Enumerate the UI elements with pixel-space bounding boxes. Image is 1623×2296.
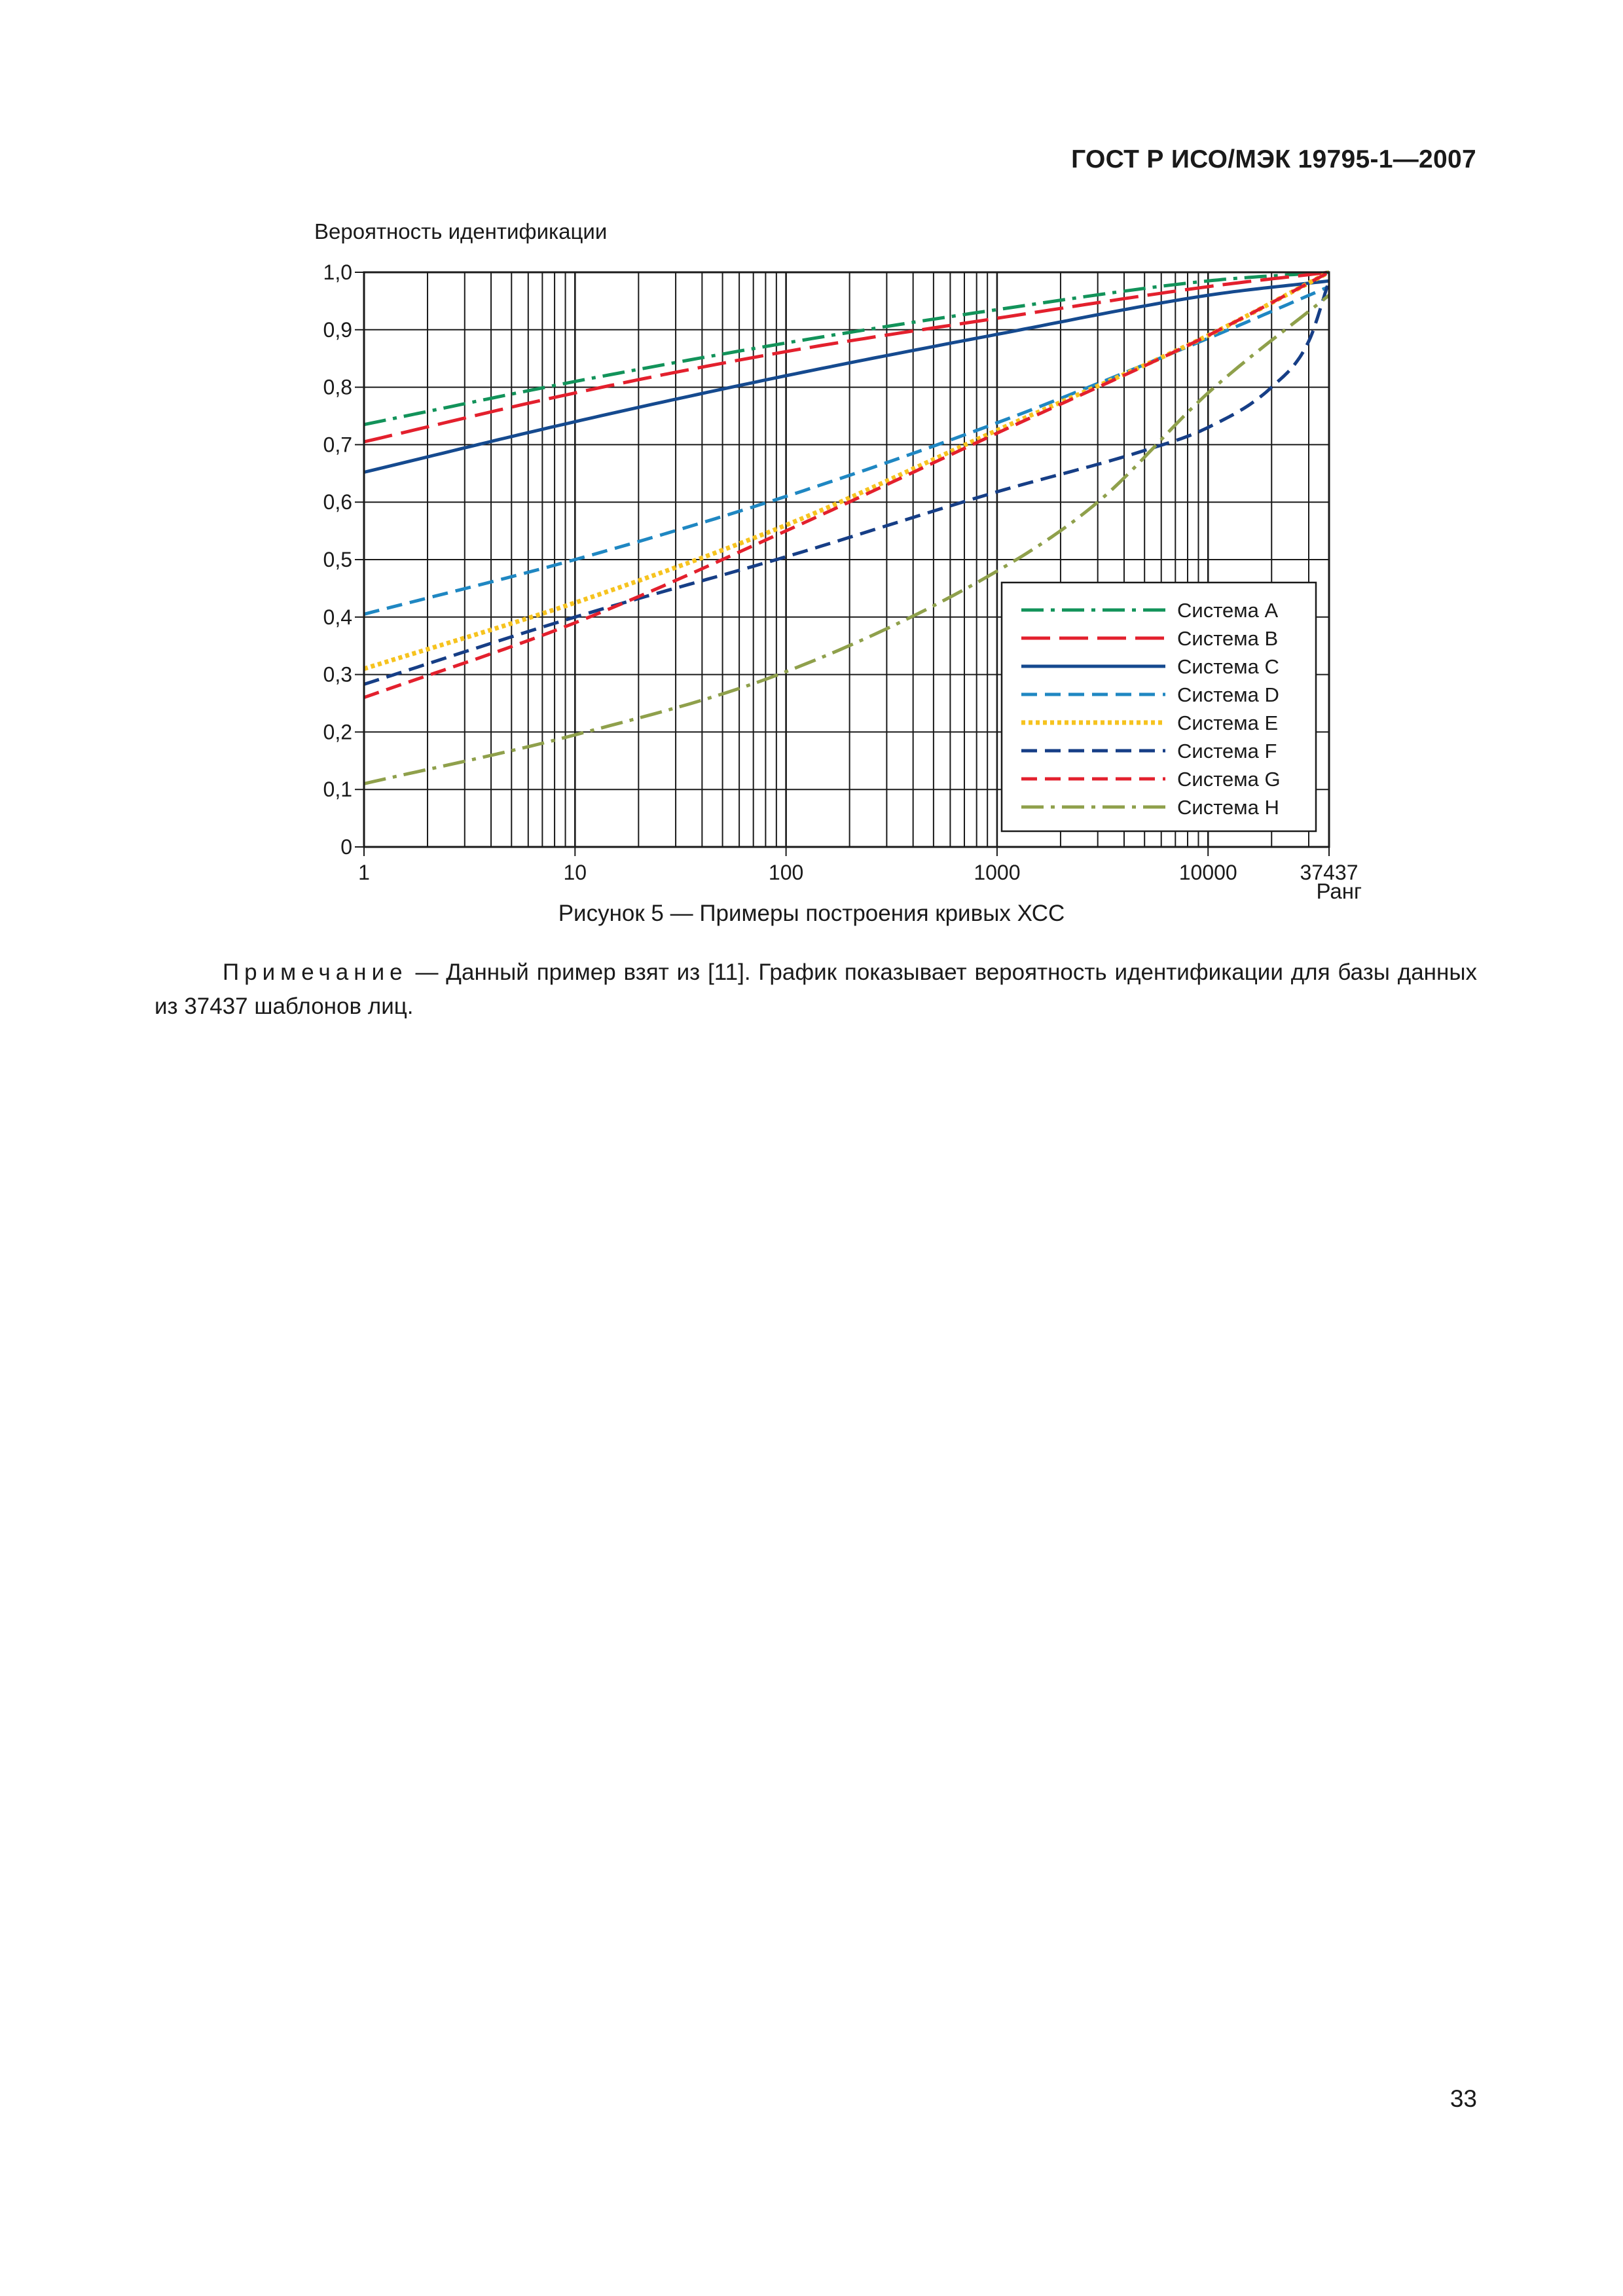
x-tick-label: 10 xyxy=(564,861,587,884)
legend-label: Система F xyxy=(1177,740,1277,762)
series-line-3 xyxy=(363,279,1330,474)
y-tick-label: 0 xyxy=(340,835,352,859)
x-tick-label: 1000 xyxy=(974,861,1020,884)
x-tick-label: 37437 xyxy=(1300,861,1359,884)
page-number: 33 xyxy=(1450,2085,1477,2112)
series-line-2 xyxy=(363,270,1330,444)
legend-label: Система С xyxy=(1177,655,1279,678)
y-tick-label: 0,4 xyxy=(323,605,352,629)
series-line-6 xyxy=(363,280,1331,686)
legend-label: Система Е xyxy=(1177,711,1278,734)
x-tick-label: 100 xyxy=(769,861,803,884)
y-axis-label: Вероятность идентификации xyxy=(314,219,607,243)
legend-label: Система D xyxy=(1177,683,1279,706)
roc-chart: Вероятность идентификации Ранг 0 0,1 0,2 0,… xyxy=(314,219,1362,903)
y-tick-label: 0,7 xyxy=(323,433,352,456)
y-tick-label: 0,9 xyxy=(323,318,352,342)
y-tick-label: 1,0 xyxy=(323,260,352,284)
figure-note: Примечание — Данный пример взят из [11].… xyxy=(155,956,1477,1024)
x-tick-label: 1 xyxy=(358,861,370,884)
x-axis-ticks: 1 10 100 1000 10000 37437 xyxy=(358,847,1358,884)
series-line-8 xyxy=(363,294,1330,785)
y-tick-label: 0,6 xyxy=(323,490,352,514)
y-tick-label: 0,5 xyxy=(323,548,352,571)
legend-label: Система Н xyxy=(1177,796,1279,819)
note-label: Примечание xyxy=(223,960,408,985)
document-header: ГОСТ Р ИСО/МЭК 19795-1—2007 xyxy=(1071,145,1476,173)
figure-caption: Рисунок 5 — Примеры построения кривых ХС… xyxy=(558,901,1065,926)
y-tick-label: 0,1 xyxy=(323,778,352,801)
chart-legend: Система А Система В Система С Система D Сист… xyxy=(1000,581,1317,833)
legend-label: Система А xyxy=(1177,599,1278,622)
series-line-5 xyxy=(363,270,1330,672)
x-tick-label: 10000 xyxy=(1179,861,1237,884)
x-axis-label: Ранг xyxy=(1316,879,1362,903)
y-tick-label: 0,3 xyxy=(323,663,352,687)
series-line-7 xyxy=(363,270,1330,700)
series-line-1 xyxy=(363,270,1330,427)
y-tick-label: 0,8 xyxy=(323,376,352,399)
legend-box xyxy=(1000,581,1317,833)
y-axis-ticks: 0 0,1 0,2 0,3 0,4 0,5 0,6 0,7 0,8 0,9 1,0 xyxy=(323,260,364,859)
legend-label: Система В xyxy=(1177,627,1278,650)
note-text: — Данный пример взят из [11]. График пок… xyxy=(155,960,1477,1019)
series-line-4 xyxy=(363,285,1330,616)
legend-label: Система G xyxy=(1177,768,1281,791)
y-tick-label: 0,2 xyxy=(323,720,352,744)
chart-series xyxy=(363,270,1331,785)
